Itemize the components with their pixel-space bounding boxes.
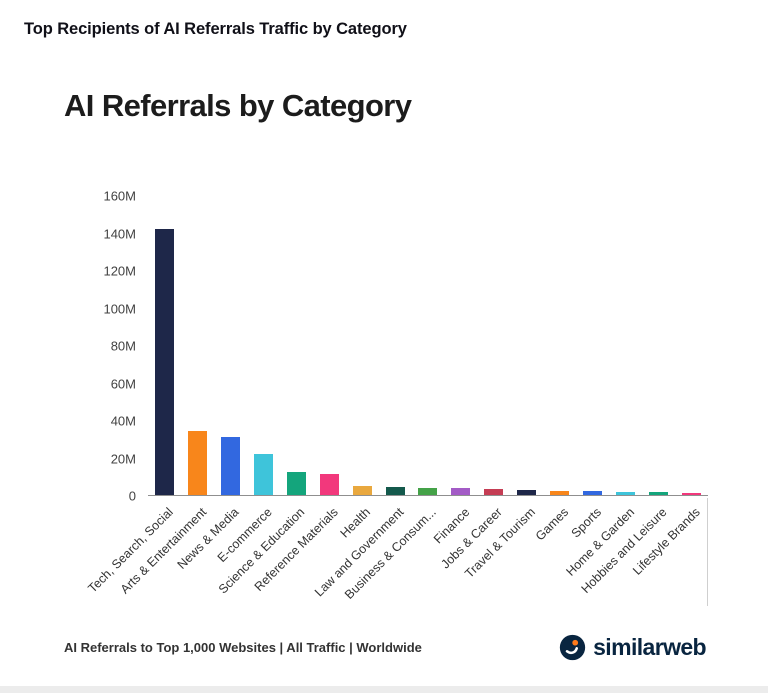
x-label-slot: Games (533, 496, 576, 612)
bar[interactable] (319, 474, 339, 495)
bottom-edge-strip (0, 686, 768, 693)
chart-footer: AI Referrals to Top 1,000 Websites | All… (0, 634, 768, 661)
plot-area (148, 196, 708, 496)
bar-slot (642, 492, 675, 495)
x-label-slot: Travel & Tourism (462, 496, 543, 612)
bar[interactable] (517, 490, 537, 495)
bar[interactable] (681, 493, 701, 495)
similarweb-logo[interactable]: similarweb (559, 634, 707, 661)
bar[interactable] (649, 492, 669, 495)
bar-slot (148, 228, 181, 495)
bar[interactable] (616, 491, 636, 495)
bar-slot (346, 485, 379, 495)
bar-slot (412, 487, 445, 495)
y-tick-label: 100M (103, 301, 136, 316)
page-title: Top Recipients of AI Referrals Traffic b… (24, 20, 407, 38)
bar[interactable] (418, 487, 438, 495)
y-axis: 160M 140M 120M 100M 80M 60M 40M 20M 0 (0, 189, 148, 504)
plot-row: 160M 140M 120M 100M 80M 60M 40M 20M 0 (0, 189, 768, 504)
bar-slot (576, 491, 609, 495)
bar[interactable] (187, 431, 207, 495)
bar-slot (280, 471, 313, 495)
y-tick-label: 60M (110, 376, 136, 391)
bar-slot (543, 490, 576, 495)
page-header: Top Recipients of AI Referrals Traffic b… (0, 0, 768, 40)
bar[interactable] (451, 488, 471, 495)
bar[interactable] (352, 485, 372, 495)
similarweb-wordmark: similarweb (593, 634, 706, 660)
y-tick-label: 40M (110, 413, 136, 429)
chart-right-border (707, 498, 708, 606)
chart-card: AI Referrals by Category 160M 140M 120M 100… (0, 88, 768, 612)
bar-slot (510, 490, 543, 495)
y-tick-label: 20M (110, 451, 136, 466)
bar-slot (609, 491, 642, 495)
bar-slot (675, 493, 708, 495)
x-label-slot: Lifestyle Brands (630, 496, 708, 612)
bar-slot (477, 489, 510, 495)
bar[interactable] (484, 489, 504, 495)
y-tick-label: 80M (110, 338, 136, 354)
bar[interactable] (385, 486, 405, 495)
y-tick-label: 160M (103, 188, 136, 204)
y-tick-label: 120M (103, 263, 136, 279)
bar[interactable] (154, 228, 174, 495)
chart-caption: AI Referrals to Top 1,000 Websites | All… (64, 640, 422, 655)
bar-slot (379, 486, 412, 495)
chart-title: AI Referrals by Category (64, 88, 412, 123)
x-axis: Tech, Search, Social Arts & Entertainment… (85, 496, 708, 612)
bar-slot (313, 474, 346, 495)
bar[interactable] (286, 471, 306, 495)
y-tick-label: 0 (128, 488, 136, 504)
y-tick-label: 140M (103, 226, 136, 241)
bar-chart: 160M 140M 120M 100M 80M 60M 40M 20M 0 Tech, Sear… (0, 189, 768, 612)
bar[interactable] (253, 453, 273, 495)
x-label-slot: Business & Consum... (342, 496, 445, 612)
bar-slot (214, 436, 247, 495)
bar-slot (444, 488, 477, 495)
bar[interactable] (583, 491, 603, 495)
bar[interactable] (220, 436, 240, 495)
bar[interactable] (550, 490, 570, 495)
bar-slot (181, 431, 214, 495)
bar-slot (247, 453, 280, 495)
similarweb-icon (559, 634, 586, 661)
